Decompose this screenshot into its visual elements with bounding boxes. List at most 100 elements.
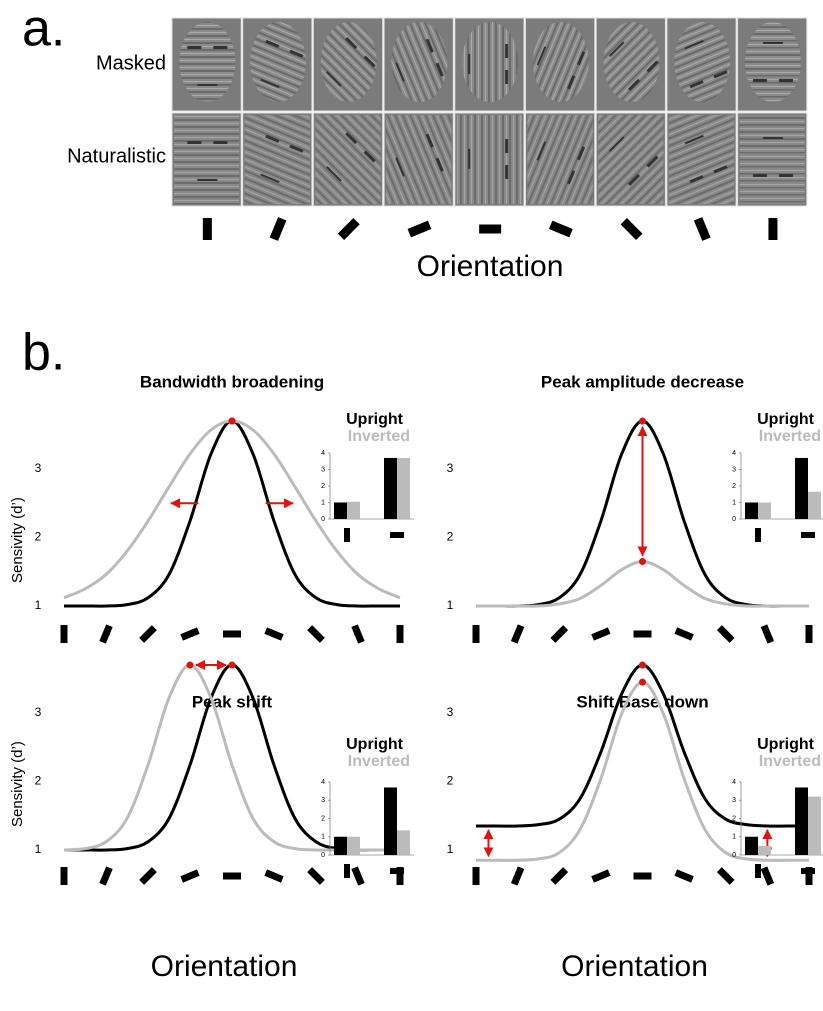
inset-bar (384, 787, 397, 855)
inset-category-icon (801, 532, 815, 538)
stimulus-features (395, 133, 444, 177)
y-tick-label: 1 (447, 842, 454, 856)
inset-tick-label: 2 (732, 483, 736, 490)
orientation-icon (269, 217, 287, 241)
inset-bar (745, 502, 758, 519)
stimulus-face (532, 22, 589, 102)
orientation-icon (479, 224, 502, 234)
x-tick-icon (180, 627, 200, 641)
inset-bar (795, 787, 808, 855)
stimulus-features (468, 44, 509, 84)
x-tick-icon (674, 627, 694, 641)
y-tick-label: 2 (447, 530, 454, 544)
x-tick-icon (60, 867, 68, 885)
orientation-icon (768, 218, 778, 240)
inset-category-icon (755, 864, 761, 878)
stimulus-face (744, 22, 801, 102)
peak-marker (228, 661, 236, 669)
legend-label: Inverted (348, 753, 410, 770)
stimulus-features (260, 134, 304, 184)
inset-tick-label: 4 (732, 450, 736, 457)
legend-label: Inverted (759, 428, 821, 445)
inset-bar (397, 457, 410, 519)
y-tick-label: 1 (35, 598, 42, 612)
stimulus-features (608, 136, 659, 186)
inset-category-icon (390, 868, 404, 874)
legend-label: Upright (757, 411, 815, 428)
stimulus-face (179, 22, 236, 102)
peak-marker (639, 417, 646, 425)
inset-tick-label: 1 (321, 834, 325, 841)
peak-marker (639, 557, 646, 565)
orientation-icon (337, 218, 360, 240)
stimulus-face (315, 115, 381, 204)
x-tick-icon (223, 630, 241, 638)
inset-bar (334, 836, 347, 855)
inset-tick-label: 0 (732, 852, 736, 859)
inset-tick-label: 1 (321, 499, 325, 506)
y-tick-label: 1 (447, 598, 454, 612)
chart-title: Peak amplitude decrease (541, 372, 744, 391)
x-tick-icon (674, 869, 694, 883)
inset-tick-label: 3 (321, 797, 325, 804)
inset-bar (384, 457, 397, 519)
x-tick-icon (472, 867, 480, 885)
inset-bar (795, 457, 808, 519)
x-tick-icon (99, 866, 113, 886)
peak-marker (639, 661, 646, 669)
y-tick-label: 1 (35, 842, 42, 856)
stimulus-features (608, 41, 659, 91)
inset-tick-label: 2 (321, 815, 325, 822)
stimulus-features (752, 42, 793, 82)
stimulus-features (260, 39, 304, 89)
x-tick-icon (510, 866, 525, 886)
x-tick-icon (307, 625, 325, 643)
stimulus-face (244, 115, 310, 204)
legend-label: Upright (757, 736, 815, 753)
legend-label: Inverted (348, 428, 410, 445)
y-tick-label: 2 (35, 774, 42, 788)
x-tick-icon (99, 624, 113, 644)
x-tick-icon (396, 867, 404, 885)
x-axis-title: Orientation (151, 950, 298, 983)
x-tick-icon (760, 866, 775, 886)
row-label: Naturalistic (67, 145, 166, 167)
inset-bar (758, 502, 771, 519)
inset-bar (808, 491, 821, 519)
x-tick-icon (591, 627, 611, 641)
inset-bar (745, 836, 758, 855)
inset-bar (808, 796, 821, 855)
stimulus-face (320, 22, 377, 102)
y-tick-label: 2 (35, 530, 42, 544)
x-tick-icon (264, 627, 284, 641)
stimulus-face (739, 115, 805, 204)
x-tick-icon (60, 625, 68, 643)
inset-tick-label: 2 (732, 815, 736, 822)
x-tick-icon (805, 625, 813, 643)
inset-tick-label: 3 (732, 466, 736, 473)
chart-title: Peak shift (192, 692, 273, 711)
inset-category-icon (390, 532, 404, 538)
stimulus-face (456, 115, 522, 204)
stimulus-grid (171, 17, 808, 241)
x-tick-icon (633, 630, 652, 638)
inset-tick-label: 3 (321, 466, 325, 473)
inset-category-icon (344, 528, 350, 542)
x-tick-icon (396, 625, 404, 643)
curve (476, 559, 809, 608)
x-tick-icon (550, 625, 569, 643)
y-tick-label: 2 (447, 774, 454, 788)
panel-label: a. (22, 0, 65, 58)
x-tick-icon (760, 624, 775, 644)
chart-title: Bandwidth broadening (140, 372, 324, 391)
x-tick-icon (139, 625, 157, 643)
inset-tick-label: 4 (321, 450, 325, 457)
inset-tick-label: 3 (732, 797, 736, 804)
stimulus-features (536, 46, 586, 90)
stimulus-features (752, 137, 793, 177)
inset-tick-label: 4 (732, 779, 736, 786)
row-label: Masked (96, 52, 166, 74)
stimulus-face (603, 22, 660, 102)
stimulus-face (250, 22, 307, 102)
